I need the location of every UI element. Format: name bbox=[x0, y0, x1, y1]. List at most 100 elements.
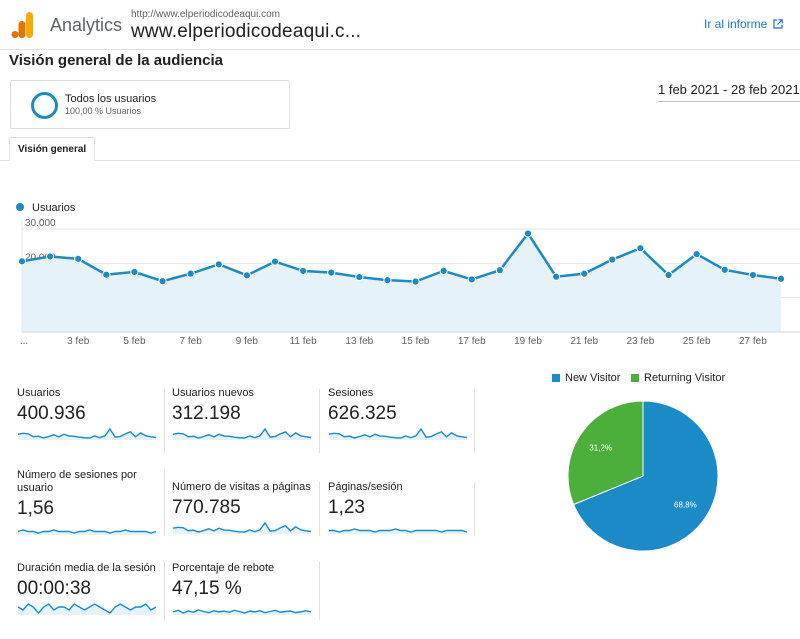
series-line-usuarios bbox=[21, 231, 782, 283]
sparkline bbox=[172, 521, 312, 534]
data-point[interactable] bbox=[355, 272, 364, 282]
sparkline bbox=[172, 427, 312, 440]
pie-legend-swatch bbox=[631, 374, 639, 382]
metric-value: 00:00:38 bbox=[17, 578, 91, 599]
data-point[interactable] bbox=[411, 277, 420, 286]
metric-users[interactable]: Usuarios 400.936 bbox=[17, 387, 157, 457]
brand-name: Analytics bbox=[50, 15, 123, 35]
data-point[interactable] bbox=[495, 266, 504, 275]
data-point[interactable] bbox=[242, 271, 251, 280]
pie-slice-label: 31,2% bbox=[589, 444, 612, 453]
metric-value: 47,15 % bbox=[172, 578, 242, 599]
metric-pageviews[interactable]: Número de visitas a páginas 770.785 bbox=[172, 481, 312, 551]
pie-legend-returning-visitor[interactable]: Returning Visitor bbox=[631, 372, 725, 384]
metric-label: Páginas/sesión bbox=[328, 481, 403, 493]
data-point[interactable] bbox=[664, 270, 673, 280]
sparkline bbox=[17, 427, 157, 440]
x-tick-label: 21 feb bbox=[570, 336, 598, 347]
metric-sessions-per-user[interactable]: Número de sesiones por usuario 1,56 bbox=[17, 469, 157, 539]
data-point[interactable] bbox=[523, 229, 533, 238]
data-point[interactable] bbox=[580, 269, 589, 278]
segment-percentage: 100,00 % Usuarios bbox=[65, 106, 142, 116]
x-tick-label: 13 feb bbox=[345, 336, 373, 347]
pie-slice-new-visitor[interactable] bbox=[572, 400, 719, 552]
x-tick-label: 11 feb bbox=[290, 336, 317, 347]
series-area-usuarios bbox=[22, 233, 781, 332]
x-tick-label: 17 feb bbox=[458, 336, 486, 347]
x-tick-label: 7 feb bbox=[180, 336, 203, 347]
metric-label: Usuarios nuevos bbox=[172, 387, 254, 399]
sparkline-area bbox=[18, 604, 156, 615]
segment-card[interactable]: Todos los usuarios 100,00 % Usuarios bbox=[10, 80, 290, 129]
data-point[interactable] bbox=[214, 260, 223, 269]
analytics-logo-icon[interactable] bbox=[11, 12, 35, 38]
data-point[interactable] bbox=[748, 270, 757, 280]
sparkline bbox=[17, 529, 157, 535]
metric-value: 1,56 bbox=[17, 498, 54, 519]
data-point[interactable] bbox=[102, 270, 111, 279]
x-tick-label: 9 feb bbox=[236, 336, 259, 347]
data-point[interactable] bbox=[46, 252, 55, 261]
x-tick-label: 5 feb bbox=[123, 336, 146, 347]
data-point[interactable] bbox=[299, 266, 308, 275]
data-point[interactable] bbox=[608, 255, 617, 264]
date-range-picker[interactable]: 1 feb 2021 - 28 feb 2021 bbox=[658, 82, 800, 102]
metric-value: 626.325 bbox=[328, 403, 397, 424]
pie-slice-returning-visitor[interactable] bbox=[567, 400, 644, 506]
metric-divider bbox=[474, 389, 475, 453]
data-point[interactable] bbox=[17, 257, 27, 266]
metric-pages-per-session[interactable]: Páginas/sesión 1,23 bbox=[328, 481, 468, 551]
data-point[interactable] bbox=[552, 272, 561, 281]
metric-divider bbox=[319, 389, 320, 453]
legend-label-usuarios: Usuarios bbox=[32, 202, 76, 214]
sparkline-area bbox=[173, 429, 311, 440]
data-point[interactable] bbox=[130, 267, 139, 277]
metric-label: Número de visitas a páginas bbox=[172, 481, 311, 493]
pie-legend-swatch bbox=[552, 374, 560, 382]
metric-divider bbox=[164, 562, 165, 620]
sparkline-line bbox=[17, 529, 157, 534]
visitor-type-pie-chart: 68,8% 31,2% bbox=[567, 400, 719, 552]
metric-new-users[interactable]: Usuarios nuevos 312.198 bbox=[172, 387, 312, 457]
x-tick-label: 27 feb bbox=[739, 336, 767, 347]
data-point[interactable] bbox=[327, 268, 336, 277]
x-tick-label: 15 feb bbox=[402, 336, 430, 347]
metric-label: Número de sesiones por usuario bbox=[17, 469, 137, 494]
metric-bounce-rate[interactable]: Porcentaje de rebote 47,15 % bbox=[172, 562, 312, 632]
data-point[interactable] bbox=[636, 244, 645, 253]
segment-ring-icon bbox=[31, 92, 58, 119]
sparkline-line bbox=[172, 609, 312, 614]
data-point[interactable] bbox=[776, 274, 786, 283]
sparkline-area bbox=[329, 429, 467, 440]
data-point[interactable] bbox=[383, 276, 392, 285]
pie-slice-label: 68,8% bbox=[674, 500, 697, 509]
x-tick-label: ... bbox=[20, 336, 28, 347]
data-point[interactable] bbox=[439, 266, 448, 275]
metric-sessions[interactable]: Sesiones 626.325 bbox=[328, 387, 468, 457]
sparkline-line bbox=[328, 427, 468, 439]
data-point[interactable] bbox=[186, 269, 195, 278]
property-name[interactable]: www.elperiodicodeaqui.c... bbox=[131, 21, 362, 42]
data-point[interactable] bbox=[720, 265, 729, 274]
metric-divider bbox=[474, 482, 475, 536]
y-tick-label: 30.000 bbox=[25, 218, 56, 229]
sparkline bbox=[17, 603, 157, 615]
metric-divider bbox=[164, 389, 165, 453]
tab-overview[interactable]: Visión general bbox=[9, 137, 96, 161]
data-point[interactable] bbox=[74, 254, 83, 263]
pie-legend-new-visitor[interactable]: New Visitor bbox=[552, 372, 620, 384]
segment-name: Todos los usuarios bbox=[65, 93, 157, 105]
data-point[interactable] bbox=[467, 275, 476, 284]
go-to-report-link[interactable]: Ir al informe bbox=[704, 17, 784, 31]
data-point[interactable] bbox=[158, 277, 167, 286]
metric-value: 312.198 bbox=[172, 403, 241, 424]
metric-value: 1,23 bbox=[328, 497, 365, 518]
data-point[interactable] bbox=[692, 249, 701, 259]
x-tick-label: 25 feb bbox=[683, 336, 711, 347]
metric-avg-session-duration[interactable]: Duración media de la sesión 00:00:38 bbox=[17, 562, 157, 632]
sparkline-line bbox=[172, 521, 312, 533]
metric-label: Porcentaje de rebote bbox=[172, 562, 275, 574]
go-to-report-label: Ir al informe bbox=[704, 17, 768, 31]
data-point[interactable] bbox=[270, 257, 280, 266]
